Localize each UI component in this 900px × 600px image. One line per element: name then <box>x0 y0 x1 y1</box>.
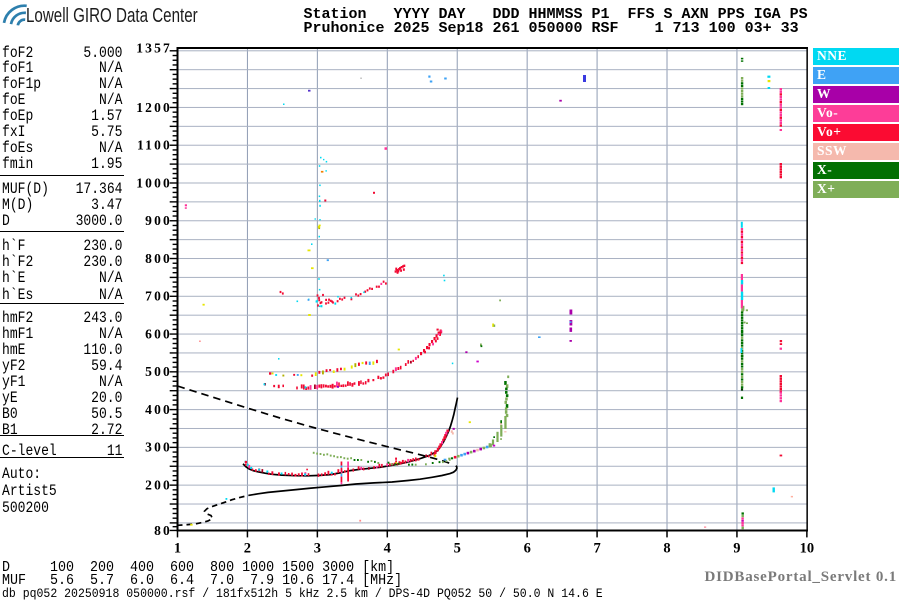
svg-text:900: 900 <box>145 213 172 228</box>
svg-text:4: 4 <box>384 540 391 556</box>
svg-text:1357: 1357 <box>136 41 172 56</box>
svg-text:800: 800 <box>145 251 172 266</box>
svg-text:5: 5 <box>454 540 461 556</box>
svg-text:1: 1 <box>174 540 181 556</box>
svg-text:600: 600 <box>145 326 172 341</box>
svg-text:400: 400 <box>145 402 172 417</box>
svg-text:300: 300 <box>145 440 172 455</box>
svg-text:2: 2 <box>244 540 251 556</box>
svg-text:80: 80 <box>154 523 172 538</box>
svg-text:700: 700 <box>145 289 172 304</box>
svg-text:3: 3 <box>314 540 321 556</box>
svg-text:1200: 1200 <box>136 100 172 115</box>
svg-text:7: 7 <box>593 540 600 556</box>
svg-text:1100: 1100 <box>137 138 172 153</box>
svg-text:200: 200 <box>145 477 172 492</box>
svg-text:1000: 1000 <box>136 175 172 190</box>
svg-text:10: 10 <box>800 540 815 556</box>
svg-text:6: 6 <box>524 540 531 556</box>
svg-text:9: 9 <box>733 540 740 556</box>
svg-text:8: 8 <box>663 540 670 556</box>
svg-text:500: 500 <box>145 364 172 379</box>
